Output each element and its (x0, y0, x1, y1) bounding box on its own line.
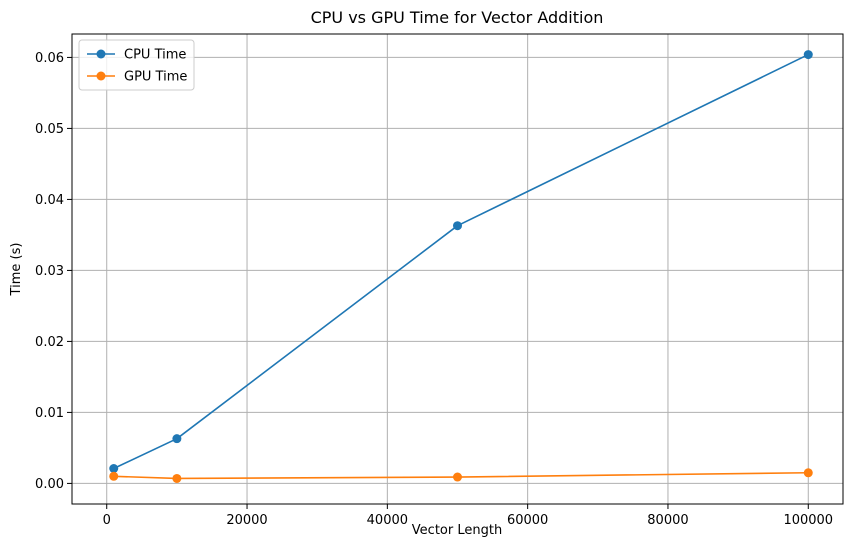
y-tick-label: 0.04 (35, 193, 64, 208)
series (109, 50, 813, 483)
y-tick-label: 0.03 (35, 264, 64, 279)
series-gpu-time (109, 468, 813, 483)
y-tick-label: 0.02 (35, 335, 64, 350)
gpu-time-point (453, 472, 462, 482)
legend-box (78, 39, 195, 91)
gpu-time-point (109, 471, 119, 481)
y-tick-label: 0.00 (35, 477, 64, 492)
legend: CPU Time GPU Time (78, 39, 195, 91)
x-tick-label: 80000 (647, 513, 688, 528)
x-tick-label: 100000 (783, 513, 833, 528)
gpu-time-line (113, 471, 809, 480)
y-tick-label: 0.01 (35, 406, 64, 421)
cpu-time-point (803, 50, 813, 60)
legend-gpu-time-label: GPU Time (124, 70, 187, 85)
chart-title: CPU vs GPU Time for Vector Addition (311, 8, 604, 27)
gpu-time-point (172, 473, 182, 483)
x-tick-label: 0 (103, 513, 111, 528)
cpu-time-point (453, 221, 462, 231)
axis-ticks: 0 20000 40000 60000 80000 100000 0.00 0.01 0.02 0… (35, 51, 833, 528)
y-tick-label: 0.06 (35, 51, 64, 66)
y-tick-label: 0.05 (35, 122, 64, 137)
grid (72, 34, 843, 504)
x-tick-label: 40000 (367, 513, 408, 528)
legend-cpu-time-label: CPU Time (124, 48, 186, 63)
y-axis-label: Time (s) (9, 243, 24, 297)
cpu-time-line (113, 53, 809, 470)
cpu-time-point (109, 464, 119, 474)
series-cpu-time (109, 50, 813, 474)
cpu-time-point (172, 434, 182, 444)
x-axis-label: Vector Length (412, 523, 502, 538)
x-tick-label: 60000 (507, 513, 548, 528)
legend-gpu-time-marker (96, 71, 106, 81)
plot-area-frame (71, 33, 844, 505)
gpu-time-point (803, 468, 813, 478)
legend-cpu-time-marker (96, 49, 106, 59)
x-tick-label: 20000 (226, 513, 267, 528)
